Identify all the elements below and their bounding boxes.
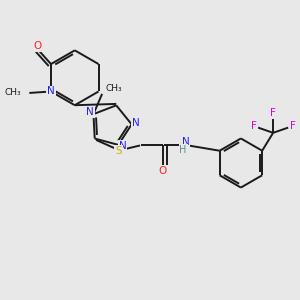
Text: H: H bbox=[179, 145, 187, 155]
Text: CH₃: CH₃ bbox=[106, 84, 122, 93]
Text: CH₃: CH₃ bbox=[4, 88, 21, 97]
Text: F: F bbox=[270, 109, 276, 118]
Text: N: N bbox=[119, 141, 127, 151]
Text: N: N bbox=[182, 137, 190, 147]
Text: F: F bbox=[251, 121, 257, 131]
Text: N: N bbox=[86, 107, 94, 117]
Text: F: F bbox=[290, 121, 296, 131]
Text: N: N bbox=[132, 118, 140, 128]
Text: S: S bbox=[115, 146, 122, 156]
Text: N: N bbox=[47, 86, 55, 97]
Text: O: O bbox=[158, 166, 167, 176]
Text: O: O bbox=[34, 41, 42, 51]
